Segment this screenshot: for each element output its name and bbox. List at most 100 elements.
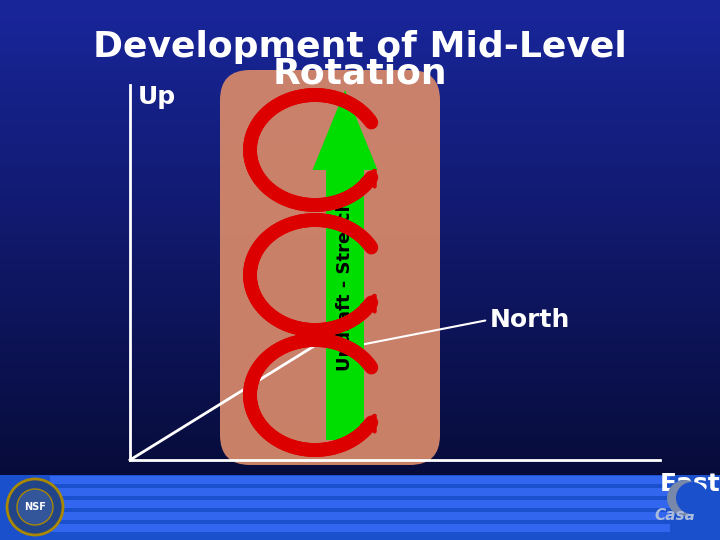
Bar bbox=[0, 139, 720, 140]
Bar bbox=[0, 453, 720, 454]
Bar bbox=[0, 106, 720, 107]
Bar bbox=[0, 50, 720, 51]
Bar bbox=[0, 464, 720, 465]
Bar bbox=[0, 391, 720, 392]
Bar bbox=[0, 220, 720, 221]
Bar bbox=[0, 456, 720, 457]
Bar bbox=[0, 237, 720, 238]
Bar bbox=[0, 34, 720, 35]
Bar bbox=[0, 351, 720, 352]
Bar bbox=[0, 295, 720, 296]
Bar bbox=[0, 155, 720, 156]
Bar bbox=[0, 503, 720, 504]
Bar bbox=[0, 75, 720, 76]
Bar bbox=[0, 11, 720, 12]
Bar bbox=[0, 531, 720, 532]
Bar bbox=[0, 355, 720, 356]
Bar bbox=[0, 349, 720, 350]
Bar bbox=[0, 49, 720, 50]
Bar bbox=[0, 443, 720, 444]
Bar bbox=[0, 225, 720, 226]
Bar bbox=[0, 504, 720, 505]
Bar bbox=[0, 369, 720, 370]
Bar bbox=[0, 447, 720, 448]
Bar bbox=[0, 111, 720, 112]
Bar bbox=[0, 297, 720, 298]
Bar bbox=[0, 385, 720, 386]
Bar bbox=[0, 333, 720, 334]
Bar bbox=[0, 150, 720, 151]
Bar bbox=[0, 44, 720, 45]
Bar bbox=[0, 42, 720, 43]
Text: Rotation: Rotation bbox=[273, 56, 447, 90]
Bar bbox=[0, 288, 720, 289]
Bar bbox=[0, 78, 720, 79]
Bar bbox=[0, 459, 720, 460]
Bar bbox=[0, 215, 720, 216]
Bar bbox=[0, 303, 720, 304]
Bar bbox=[0, 470, 720, 471]
Bar bbox=[0, 304, 720, 305]
Bar bbox=[0, 439, 720, 440]
Bar bbox=[50, 500, 670, 508]
Bar bbox=[0, 508, 720, 509]
Bar bbox=[0, 440, 720, 441]
Bar bbox=[0, 203, 720, 204]
Bar bbox=[0, 339, 720, 340]
Bar bbox=[0, 523, 720, 524]
Bar bbox=[0, 317, 720, 318]
Bar bbox=[0, 533, 720, 534]
Bar bbox=[0, 525, 720, 526]
Bar bbox=[0, 451, 720, 452]
Bar bbox=[0, 30, 720, 31]
Bar bbox=[0, 104, 720, 105]
Bar bbox=[0, 240, 720, 241]
Bar bbox=[0, 276, 720, 277]
Bar bbox=[0, 373, 720, 374]
Bar bbox=[0, 526, 720, 527]
Bar bbox=[0, 23, 720, 24]
Bar bbox=[0, 405, 720, 406]
Bar bbox=[0, 195, 720, 196]
Bar bbox=[0, 509, 720, 510]
Bar bbox=[0, 467, 720, 468]
Bar bbox=[0, 257, 720, 258]
Bar bbox=[0, 232, 720, 233]
Bar bbox=[0, 255, 720, 256]
Bar bbox=[0, 537, 720, 538]
Bar bbox=[0, 214, 720, 215]
Bar bbox=[0, 498, 720, 499]
Bar bbox=[0, 114, 720, 115]
Bar bbox=[0, 421, 720, 422]
Bar bbox=[0, 142, 720, 143]
Bar bbox=[0, 506, 720, 507]
Bar bbox=[0, 37, 720, 38]
Bar bbox=[0, 471, 720, 472]
Bar bbox=[0, 55, 720, 56]
Bar bbox=[0, 153, 720, 154]
Bar bbox=[0, 67, 720, 68]
Bar bbox=[0, 341, 720, 342]
Bar bbox=[0, 60, 720, 61]
Bar bbox=[0, 110, 720, 111]
Bar bbox=[0, 417, 720, 418]
Bar bbox=[0, 292, 720, 293]
Bar bbox=[0, 158, 720, 159]
Bar bbox=[0, 198, 720, 199]
Bar bbox=[0, 168, 720, 169]
Bar bbox=[0, 311, 720, 312]
Bar bbox=[0, 500, 720, 501]
Bar bbox=[0, 286, 720, 287]
Bar bbox=[0, 45, 720, 46]
Bar bbox=[0, 242, 720, 243]
Bar bbox=[0, 224, 720, 225]
Bar bbox=[0, 205, 720, 206]
Bar bbox=[0, 218, 720, 219]
Bar bbox=[0, 40, 720, 41]
Bar bbox=[0, 494, 720, 495]
Bar bbox=[0, 393, 720, 394]
Bar bbox=[0, 254, 720, 255]
Bar bbox=[0, 521, 720, 522]
Bar bbox=[0, 63, 720, 64]
Bar bbox=[0, 302, 720, 303]
